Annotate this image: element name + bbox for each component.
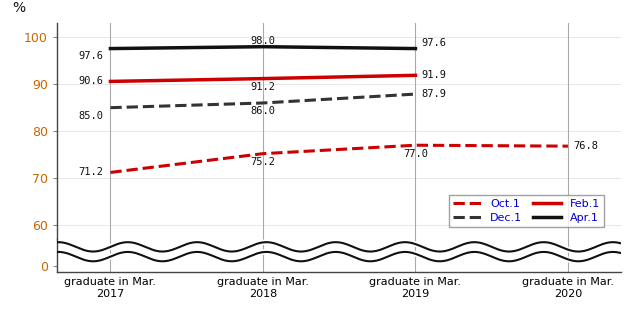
Text: 97.6: 97.6: [421, 38, 446, 48]
Text: 90.6: 90.6: [78, 76, 103, 86]
Text: 71.2: 71.2: [78, 167, 103, 177]
Text: 77.0: 77.0: [403, 149, 428, 159]
Text: 91.9: 91.9: [421, 70, 446, 80]
Text: 76.8: 76.8: [574, 141, 598, 151]
Text: 87.9: 87.9: [421, 89, 446, 99]
Text: 98.0: 98.0: [250, 36, 275, 46]
Text: 75.2: 75.2: [250, 157, 275, 167]
Text: %: %: [12, 1, 25, 15]
Text: 91.2: 91.2: [250, 82, 275, 92]
Text: 85.0: 85.0: [78, 111, 103, 121]
Legend: Oct.1, Dec.1, Feb.1, Apr.1: Oct.1, Dec.1, Feb.1, Apr.1: [449, 195, 604, 227]
Text: 97.6: 97.6: [78, 50, 103, 61]
Text: 86.0: 86.0: [250, 107, 275, 117]
